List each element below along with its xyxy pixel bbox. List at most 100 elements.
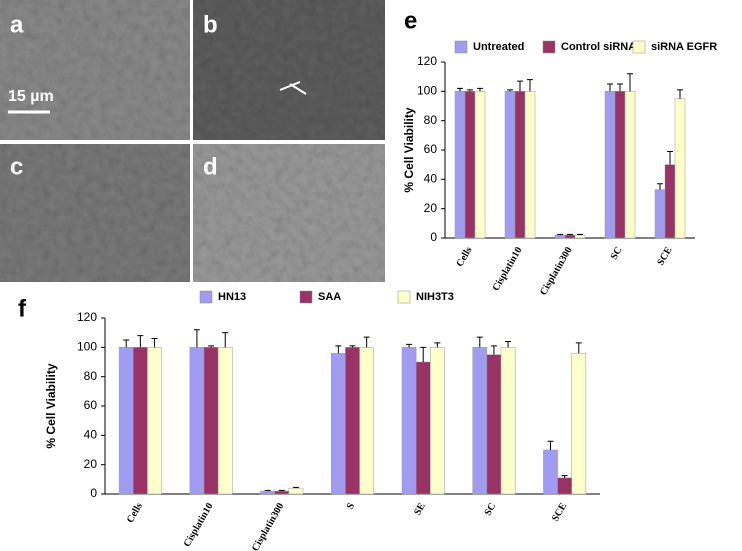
y-tick-label: 120 <box>417 54 437 68</box>
bar <box>345 347 360 495</box>
y-tick-label: 0 <box>90 486 97 500</box>
bar <box>674 98 686 239</box>
arrow <box>279 81 301 91</box>
micrograph <box>0 144 190 282</box>
x-tick-label: SCE <box>550 501 569 524</box>
error-bar <box>617 83 623 92</box>
panel-label: e <box>404 7 417 34</box>
x-tick-label: Cisplatin300 <box>538 245 574 297</box>
y-tick-label: 40 <box>84 428 98 442</box>
error-bar <box>575 342 582 354</box>
error-bar <box>667 150 673 165</box>
x-tick-label: S <box>345 501 358 512</box>
error-bar <box>222 332 229 348</box>
panel-label: a <box>10 11 24 38</box>
bar <box>415 361 431 495</box>
error-bar <box>527 79 533 92</box>
bar <box>574 234 586 239</box>
y-tick-label: 60 <box>84 398 98 412</box>
bar <box>486 354 502 495</box>
error-bar <box>627 73 633 92</box>
bar <box>564 234 576 239</box>
y-tick-label: 80 <box>424 113 438 127</box>
legend-label: Untreated <box>473 41 524 53</box>
legend-swatch <box>542 40 556 54</box>
bar <box>524 91 536 239</box>
scale-bar-label: 15 µm <box>8 88 54 105</box>
error-bar <box>151 338 158 348</box>
error-bar <box>292 486 299 489</box>
error-bar <box>561 475 568 478</box>
bar <box>147 347 162 495</box>
bar <box>274 490 290 495</box>
error-bar <box>467 89 473 92</box>
panel-label: b <box>203 11 218 38</box>
y-tick-label: 100 <box>417 84 437 98</box>
panel-label: f <box>18 295 27 322</box>
legend-swatch <box>397 290 411 304</box>
bar <box>474 91 486 239</box>
bar <box>331 352 346 495</box>
bar <box>217 347 233 495</box>
error-bar <box>363 336 370 348</box>
error-bar <box>264 489 271 492</box>
bar <box>133 347 148 495</box>
x-tick-label: Cells <box>125 501 145 525</box>
error-bar <box>457 87 463 92</box>
y-tick-label: 40 <box>424 172 438 186</box>
x-tick-label: Cisplatin10 <box>491 245 525 293</box>
error-bar <box>577 233 583 236</box>
micrograph <box>193 0 385 140</box>
legend-swatch <box>199 290 213 304</box>
error-bar <box>477 87 483 92</box>
error-bar <box>123 339 130 348</box>
bar <box>430 347 445 495</box>
error-bar <box>547 440 554 450</box>
bar <box>118 347 134 495</box>
error-bar <box>434 342 441 348</box>
bar <box>557 477 572 495</box>
bar <box>571 352 587 495</box>
bar <box>624 91 636 239</box>
error-bar <box>349 345 356 348</box>
legend-swatch <box>454 40 468 54</box>
y-tick-label: 80 <box>84 369 98 383</box>
legend-swatch <box>299 290 313 304</box>
error-bar <box>193 329 200 348</box>
legend-label: Control siRNA <box>561 41 636 53</box>
bar <box>500 347 516 495</box>
error-bar <box>335 345 342 354</box>
bar <box>203 347 219 495</box>
y-tick-label: 60 <box>424 142 438 156</box>
bar <box>614 91 626 239</box>
y-tick-label: 20 <box>84 457 98 471</box>
error-bar <box>476 336 483 348</box>
legend-swatch <box>632 40 646 54</box>
error-bar <box>657 183 663 190</box>
y-tick-label: 20 <box>424 201 438 215</box>
bar <box>543 449 558 495</box>
bar <box>454 91 466 239</box>
legend-label: HN13 <box>218 291 246 303</box>
bar <box>359 347 374 495</box>
x-tick-label: SE <box>412 501 428 517</box>
y-tick-label: 100 <box>77 340 97 354</box>
panel-label: d <box>203 153 218 180</box>
bar <box>664 164 676 239</box>
arrow <box>289 83 307 95</box>
x-tick-label: SCE <box>655 245 674 268</box>
bar <box>504 91 516 239</box>
bar <box>260 490 275 495</box>
y-tick-label: 120 <box>77 310 97 324</box>
error-bar <box>406 343 413 348</box>
error-bar <box>677 89 683 99</box>
bar <box>288 487 304 495</box>
error-bar <box>505 340 512 348</box>
bar <box>464 91 476 239</box>
bar <box>604 91 616 239</box>
bar <box>654 189 666 239</box>
error-bar <box>507 89 513 92</box>
error-bar <box>567 233 573 236</box>
legend-label: siRNA EGFR <box>651 41 717 53</box>
